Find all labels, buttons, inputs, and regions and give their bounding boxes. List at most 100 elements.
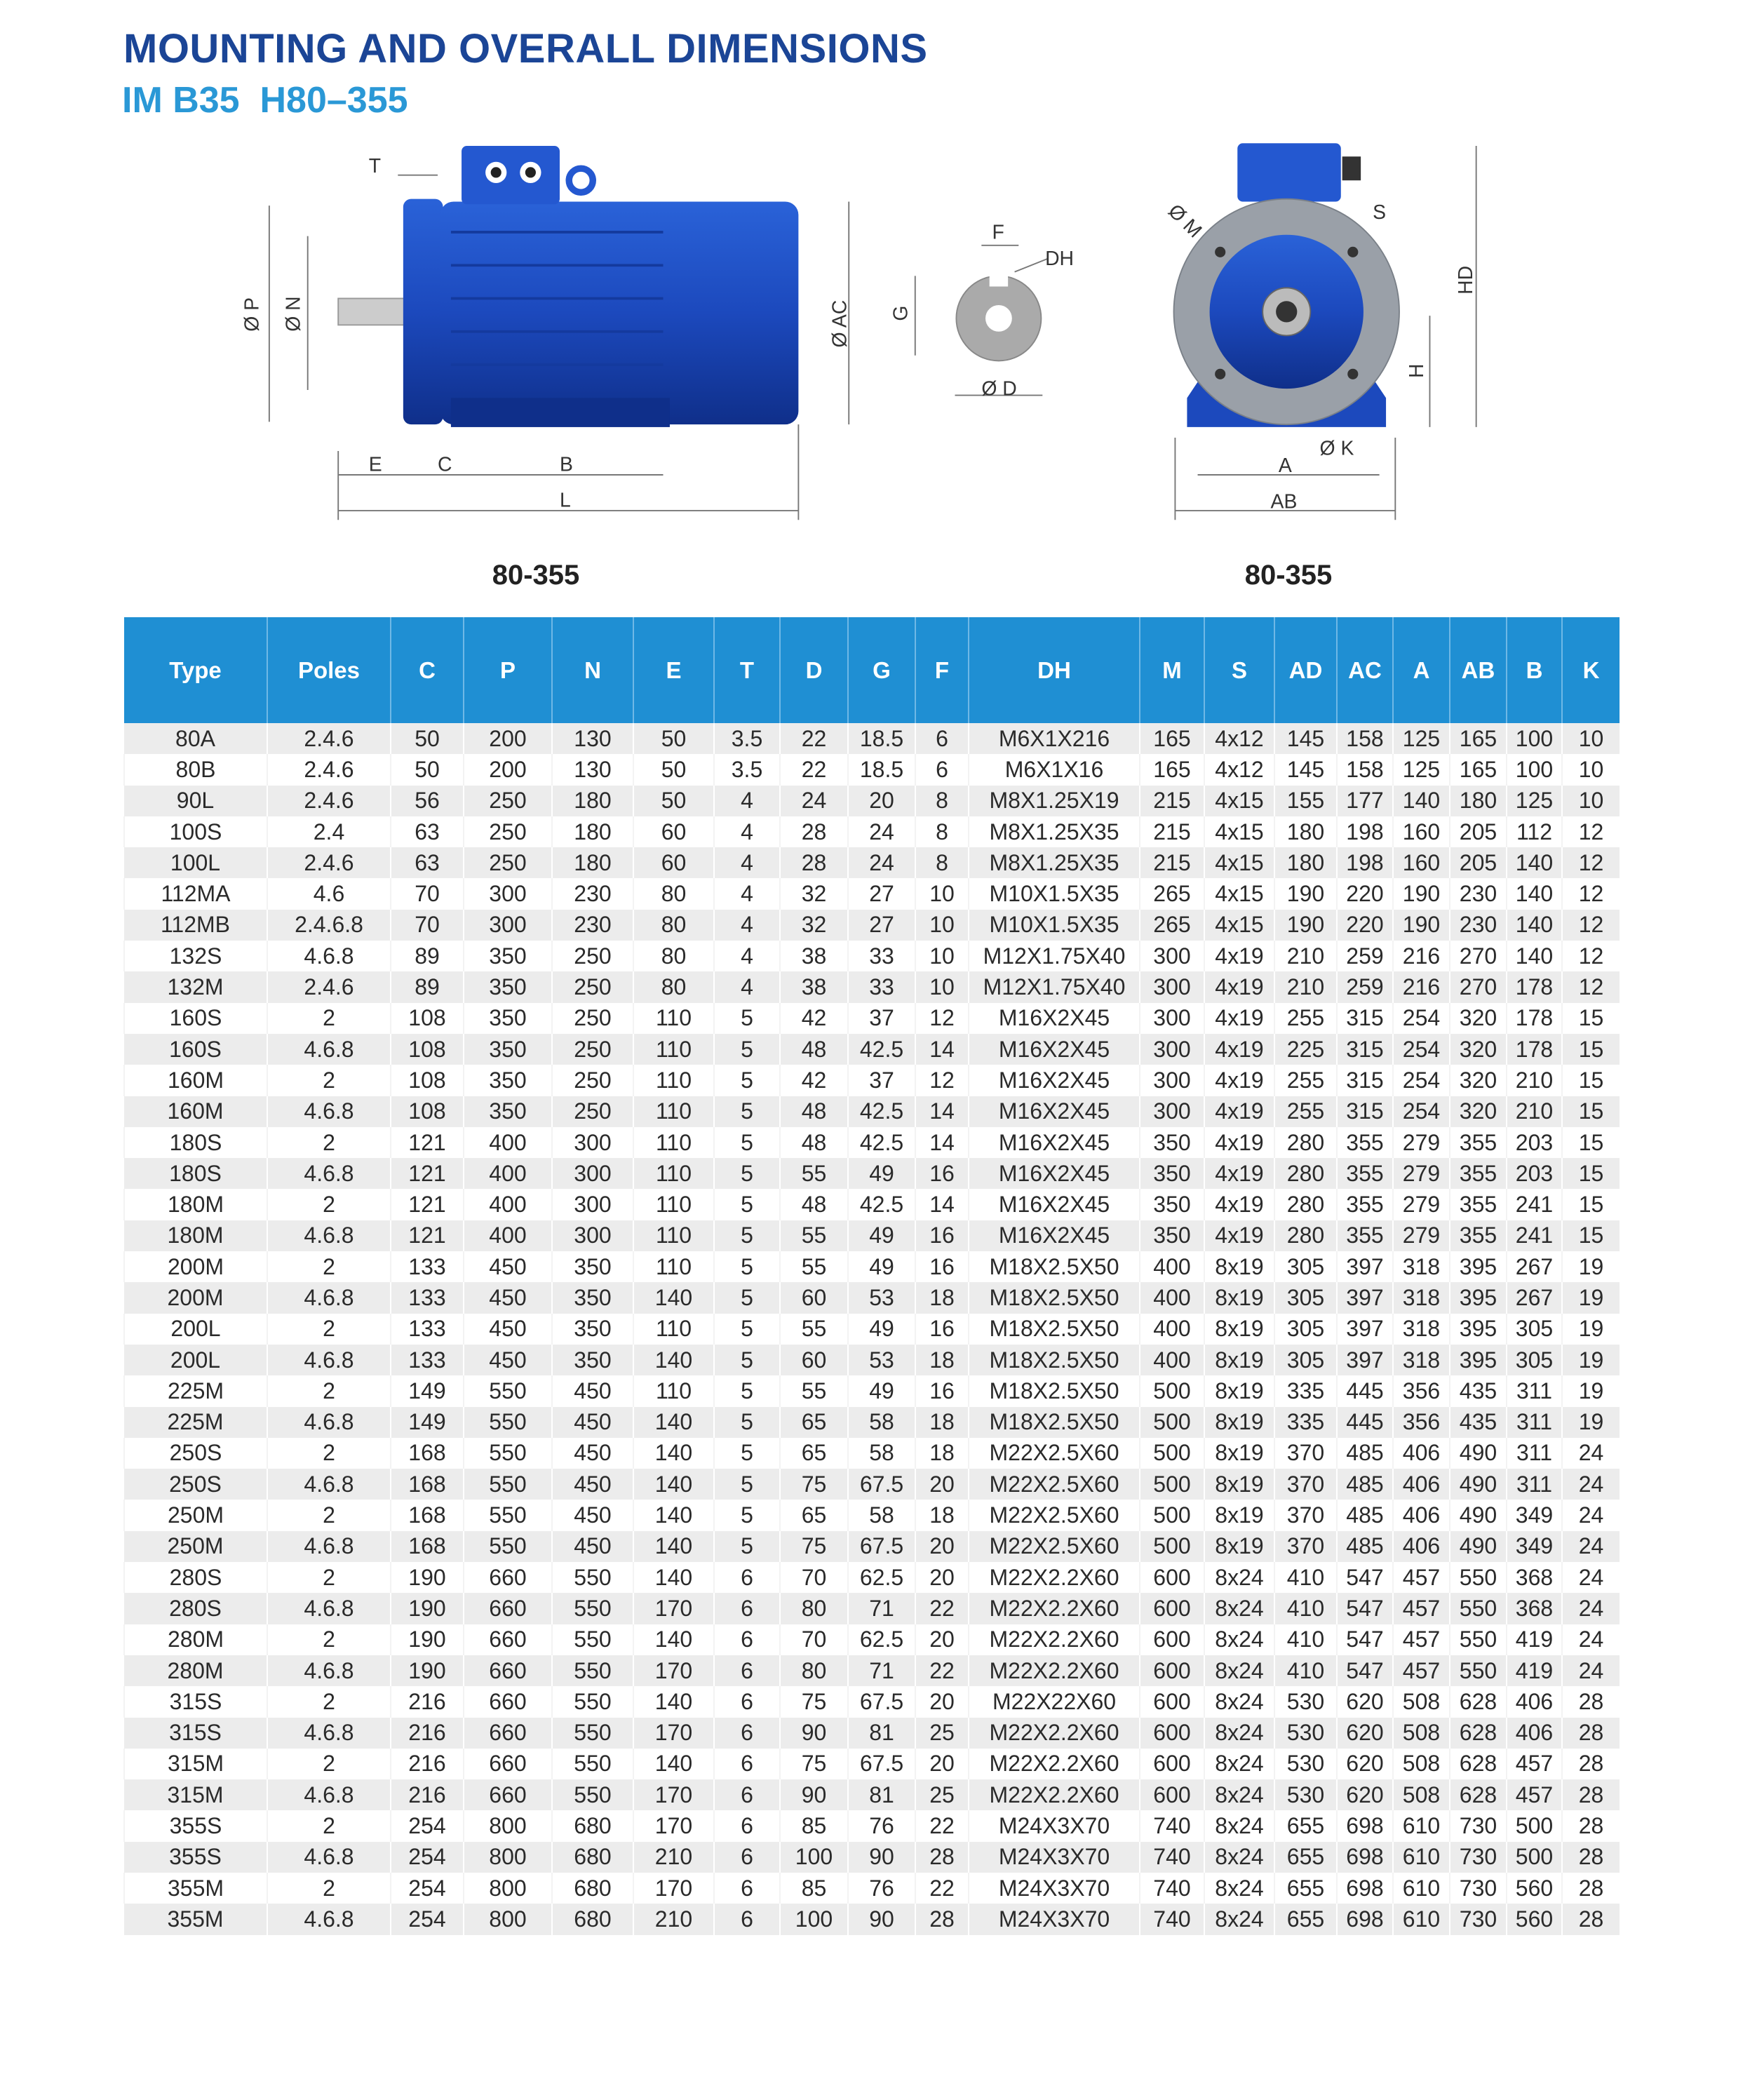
cell-s: 8x24 [1204, 1841, 1274, 1873]
cell-c: 70 [390, 878, 464, 910]
cell-ad: 145 [1274, 723, 1337, 755]
table-row: 315S 4.6.8 216 660 550 170 6 90 81 25 M22X2.2X60 60… [124, 1717, 1620, 1749]
table-row: 112MA 4.6 70 300 230 80 4 32 27 10 M10X1.5X35 265 4x… [123, 878, 1620, 910]
cell-k: 12 [1561, 941, 1620, 972]
cell-b: 500 [1506, 1810, 1562, 1842]
cell-poles: 4.6.8 [267, 941, 391, 972]
cell-t: 4 [713, 878, 780, 910]
cell-d: 24 [779, 785, 848, 816]
cell-k: 24 [1561, 1562, 1620, 1594]
cell-p: 250 [463, 847, 552, 879]
cell-dh: M6X1X216 [968, 723, 1140, 755]
cell-a: 356 [1392, 1375, 1450, 1407]
cell-ac: 355 [1336, 1220, 1393, 1252]
cell-f: 20 [915, 1469, 969, 1500]
cell-c: 108 [390, 1096, 464, 1127]
cell-poles: 2 [267, 1562, 391, 1594]
cell-n: 550 [551, 1717, 633, 1749]
cell-f: 16 [915, 1251, 969, 1283]
cell-s: 4x19 [1204, 1158, 1274, 1190]
cell-g: 58 [847, 1437, 915, 1469]
cell-ad: 530 [1274, 1686, 1337, 1718]
cell-dh: M8X1.25X35 [968, 847, 1140, 879]
cell-e: 170 [633, 1779, 714, 1811]
table-row: 355M 4.6.8 254 800 680 210 6 100 90 28 M24X3X70 740… [124, 1904, 1620, 1935]
cell-p: 660 [463, 1655, 552, 1687]
cell-ab: 165 [1449, 723, 1507, 755]
cell-n: 250 [551, 1065, 633, 1096]
cell-type: 160S [124, 1033, 267, 1065]
table-row: 90L 2.4.6 56 250 180 50 4 24 20 8 M8X1.25X19 215 4x1… [124, 785, 1620, 816]
cell-p: 660 [463, 1624, 552, 1655]
label-F: F [992, 221, 1004, 243]
cell-type: 355S [123, 1810, 267, 1842]
cell-s: 4x19 [1204, 1033, 1274, 1065]
cell-ac: 485 [1336, 1530, 1393, 1563]
cell-c: 190 [390, 1624, 464, 1655]
cell-ac: 485 [1336, 1469, 1393, 1500]
cell-c: 121 [390, 1220, 464, 1252]
cell-m: 350 [1139, 1189, 1204, 1220]
cell-b: 457 [1506, 1779, 1562, 1811]
cell-b: 560 [1506, 1904, 1562, 1935]
cell-n: 250 [551, 1096, 633, 1127]
table-row: 250M 2 168 550 450 140 5 65 58 18 M22X2.5X60 500 8x1… [123, 1500, 1620, 1531]
cell-type: 225M [124, 1406, 267, 1438]
cell-b: 178 [1506, 971, 1562, 1003]
cell-b: 203 [1506, 1126, 1562, 1159]
cell-m: 265 [1139, 878, 1204, 910]
table-row: 355M 2 254 800 680 170 6 85 76 22 M24X3X70 740 8x24 6… [123, 1872, 1620, 1904]
cell-e: 110 [633, 1065, 714, 1096]
table-row: 132S 4.6.8 89 350 250 80 4 38 33 10 M12X1.75X40 300… [123, 941, 1620, 972]
cell-p: 400 [463, 1126, 552, 1159]
cell-t: 6 [713, 1810, 780, 1842]
cell-n: 550 [551, 1593, 633, 1624]
cell-e: 110 [633, 1096, 714, 1127]
cell-dh: M8X1.25X19 [968, 785, 1140, 816]
column-header-ab: AB [1449, 617, 1507, 723]
cell-t: 4 [713, 847, 780, 879]
cell-ac: 620 [1336, 1686, 1393, 1718]
cell-m: 500 [1139, 1530, 1204, 1563]
cell-c: 190 [390, 1655, 464, 1687]
cell-s: 8x24 [1204, 1872, 1274, 1904]
cell-s: 4x12 [1204, 754, 1274, 786]
cell-f: 8 [915, 816, 969, 848]
cell-n: 550 [551, 1624, 633, 1655]
cell-p: 800 [463, 1841, 552, 1873]
cell-p: 250 [463, 785, 552, 816]
cell-e: 140 [633, 1406, 714, 1438]
cell-ad: 655 [1274, 1810, 1337, 1842]
table-row: 80A 2.4.6 50 200 130 50 3.5 22 18.5 6 M6X1X216 165 4… [124, 723, 1620, 755]
cell-g: 67.5 [847, 1748, 915, 1780]
cell-ac: 485 [1336, 1437, 1393, 1469]
cell-s: 4x19 [1204, 1220, 1274, 1252]
label-K: Ø K [1320, 438, 1354, 460]
cell-poles: 4.6.8 [267, 1096, 391, 1127]
cell-m: 600 [1139, 1593, 1204, 1624]
cell-p: 660 [463, 1748, 552, 1780]
cell-n: 680 [551, 1841, 633, 1873]
cell-e: 110 [633, 1375, 714, 1407]
cell-type: 200M [124, 1282, 267, 1314]
cell-n: 180 [551, 785, 633, 816]
cell-k: 28 [1561, 1748, 1620, 1780]
cell-s: 8x19 [1204, 1469, 1274, 1500]
cell-p: 660 [463, 1686, 552, 1718]
table-row: 200M 4.6.8 133 450 350 140 5 60 53 18 M18X2.5X50 40… [124, 1282, 1620, 1314]
cell-k: 15 [1561, 1189, 1620, 1220]
cell-k: 15 [1561, 1002, 1620, 1034]
cell-k: 24 [1561, 1469, 1620, 1500]
column-header-ac: AC [1336, 617, 1393, 723]
cell-e: 50 [633, 754, 714, 786]
cell-m: 300 [1139, 1096, 1204, 1127]
cell-m: 215 [1139, 816, 1204, 848]
cell-ac: 220 [1336, 878, 1393, 910]
cell-g: 18.5 [847, 723, 915, 755]
table-row: 315S 2 216 660 550 140 6 75 67.5 20 M22X22X60 600 8x… [123, 1686, 1620, 1718]
table-row: 280M 2 190 660 550 140 6 70 62.5 20 M22X2.2X60 600 8… [123, 1624, 1620, 1655]
cell-t: 4 [713, 971, 780, 1003]
cell-k: 24 [1561, 1624, 1620, 1655]
cell-p: 800 [463, 1904, 552, 1935]
cell-t: 5 [713, 1469, 780, 1500]
